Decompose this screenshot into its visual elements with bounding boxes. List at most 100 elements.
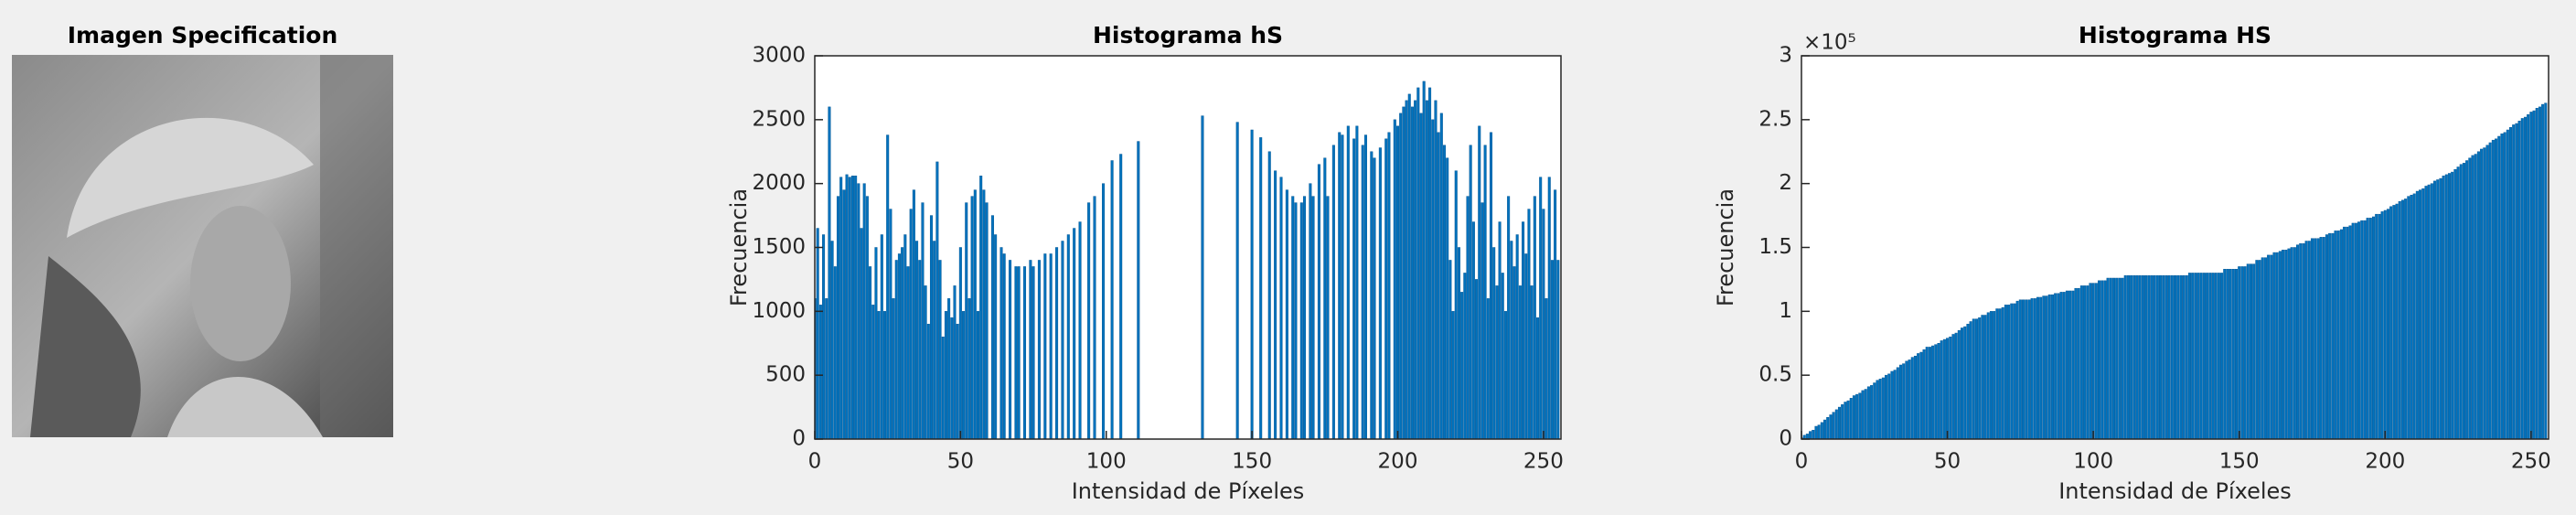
- bar: [865, 196, 869, 439]
- bar: [1846, 400, 1850, 439]
- bar: [2018, 299, 2022, 439]
- bar: [2077, 287, 2080, 439]
- bar: [1535, 317, 1540, 439]
- bar: [2375, 213, 2378, 439]
- bar: [1317, 164, 1320, 439]
- bar: [2400, 199, 2404, 439]
- bar: [2109, 277, 2112, 439]
- y-exponent: ×10⁵: [1803, 31, 1856, 55]
- bar: [2071, 290, 2075, 439]
- bar: [2488, 142, 2492, 439]
- bar: [2322, 237, 2325, 439]
- bar: [2447, 173, 2452, 439]
- bar: [2451, 171, 2454, 439]
- y-tick-label: 1: [1779, 299, 1792, 323]
- bar: [2050, 294, 2054, 439]
- bar: [2314, 238, 2317, 439]
- bar: [1905, 360, 1908, 439]
- bar: [2226, 268, 2229, 439]
- bar: [2027, 299, 2031, 439]
- bar: [1291, 196, 1295, 439]
- bar: [2282, 250, 2285, 439]
- bar: [1829, 414, 1833, 439]
- bar: [2386, 209, 2389, 439]
- x-axis-label: Intensidad de Píxeles: [2058, 478, 2292, 504]
- bar: [2258, 260, 2261, 439]
- bar: [1393, 119, 1396, 439]
- bar: [2223, 268, 2227, 439]
- bar: [976, 311, 980, 439]
- y-axis-label: Frecuencia: [726, 188, 752, 306]
- bar: [1346, 125, 1350, 439]
- bar: [1235, 122, 1239, 439]
- bar: [1061, 241, 1064, 439]
- bar: [2491, 139, 2495, 439]
- bar: [1009, 260, 1012, 439]
- bar: [2538, 106, 2541, 439]
- bar: [1442, 145, 1447, 439]
- bar: [2436, 179, 2440, 439]
- bar: [2421, 188, 2425, 439]
- bar: [2480, 148, 2484, 439]
- bar: [1946, 338, 1950, 439]
- bar: [816, 228, 819, 439]
- bar: [2453, 169, 2457, 439]
- bar: [2025, 299, 2028, 439]
- bar: [941, 337, 945, 439]
- bar: [1501, 273, 1504, 439]
- bar: [2132, 274, 2136, 439]
- bar: [1993, 311, 1996, 439]
- bar: [2304, 241, 2308, 439]
- bar: [2231, 268, 2235, 439]
- bar: [1495, 285, 1499, 439]
- bar: [2319, 237, 2323, 439]
- bars: [1801, 102, 2548, 439]
- bar: [822, 234, 826, 439]
- bar: [1031, 266, 1035, 439]
- bar: [962, 311, 966, 439]
- bar: [2287, 248, 2291, 439]
- bar: [2272, 252, 2276, 439]
- bar: [1864, 389, 1867, 439]
- bar: [2086, 285, 2090, 439]
- bar: [2054, 293, 2058, 439]
- bar: [901, 247, 904, 439]
- bar: [2331, 232, 2335, 439]
- bar: [965, 202, 968, 439]
- bar: [2211, 273, 2215, 439]
- bar: [2065, 290, 2068, 439]
- bar: [1885, 374, 1888, 439]
- bar: [1457, 247, 1460, 439]
- bar: [2339, 229, 2343, 439]
- bar: [2089, 283, 2092, 439]
- bar: [1037, 260, 1041, 439]
- bar: [2275, 252, 2279, 439]
- bar: [2135, 274, 2139, 439]
- bar: [903, 234, 907, 439]
- bar: [1942, 338, 1946, 439]
- bar: [1873, 382, 1876, 439]
- bar: [1989, 311, 1993, 439]
- bar: [1998, 308, 2002, 439]
- bar: [958, 247, 962, 439]
- bar: [854, 176, 858, 439]
- x-tick-label: 0: [808, 450, 822, 474]
- bar: [833, 266, 837, 439]
- bar: [912, 189, 915, 439]
- bar: [2121, 277, 2124, 439]
- bar: [2456, 166, 2460, 439]
- bar: [1954, 332, 1958, 439]
- bar: [2270, 254, 2273, 439]
- bar: [836, 196, 840, 439]
- bar: [1823, 419, 1827, 439]
- bar: [950, 317, 954, 439]
- bar: [2290, 247, 2293, 439]
- bar: [1498, 221, 1502, 439]
- bar: [2261, 257, 2264, 439]
- bar: [2199, 273, 2203, 439]
- chart-title: Histograma hS: [1093, 22, 1283, 48]
- bar: [1817, 424, 1821, 439]
- bar: [848, 177, 851, 439]
- bar: [2138, 274, 2142, 439]
- bar: [1934, 344, 1938, 439]
